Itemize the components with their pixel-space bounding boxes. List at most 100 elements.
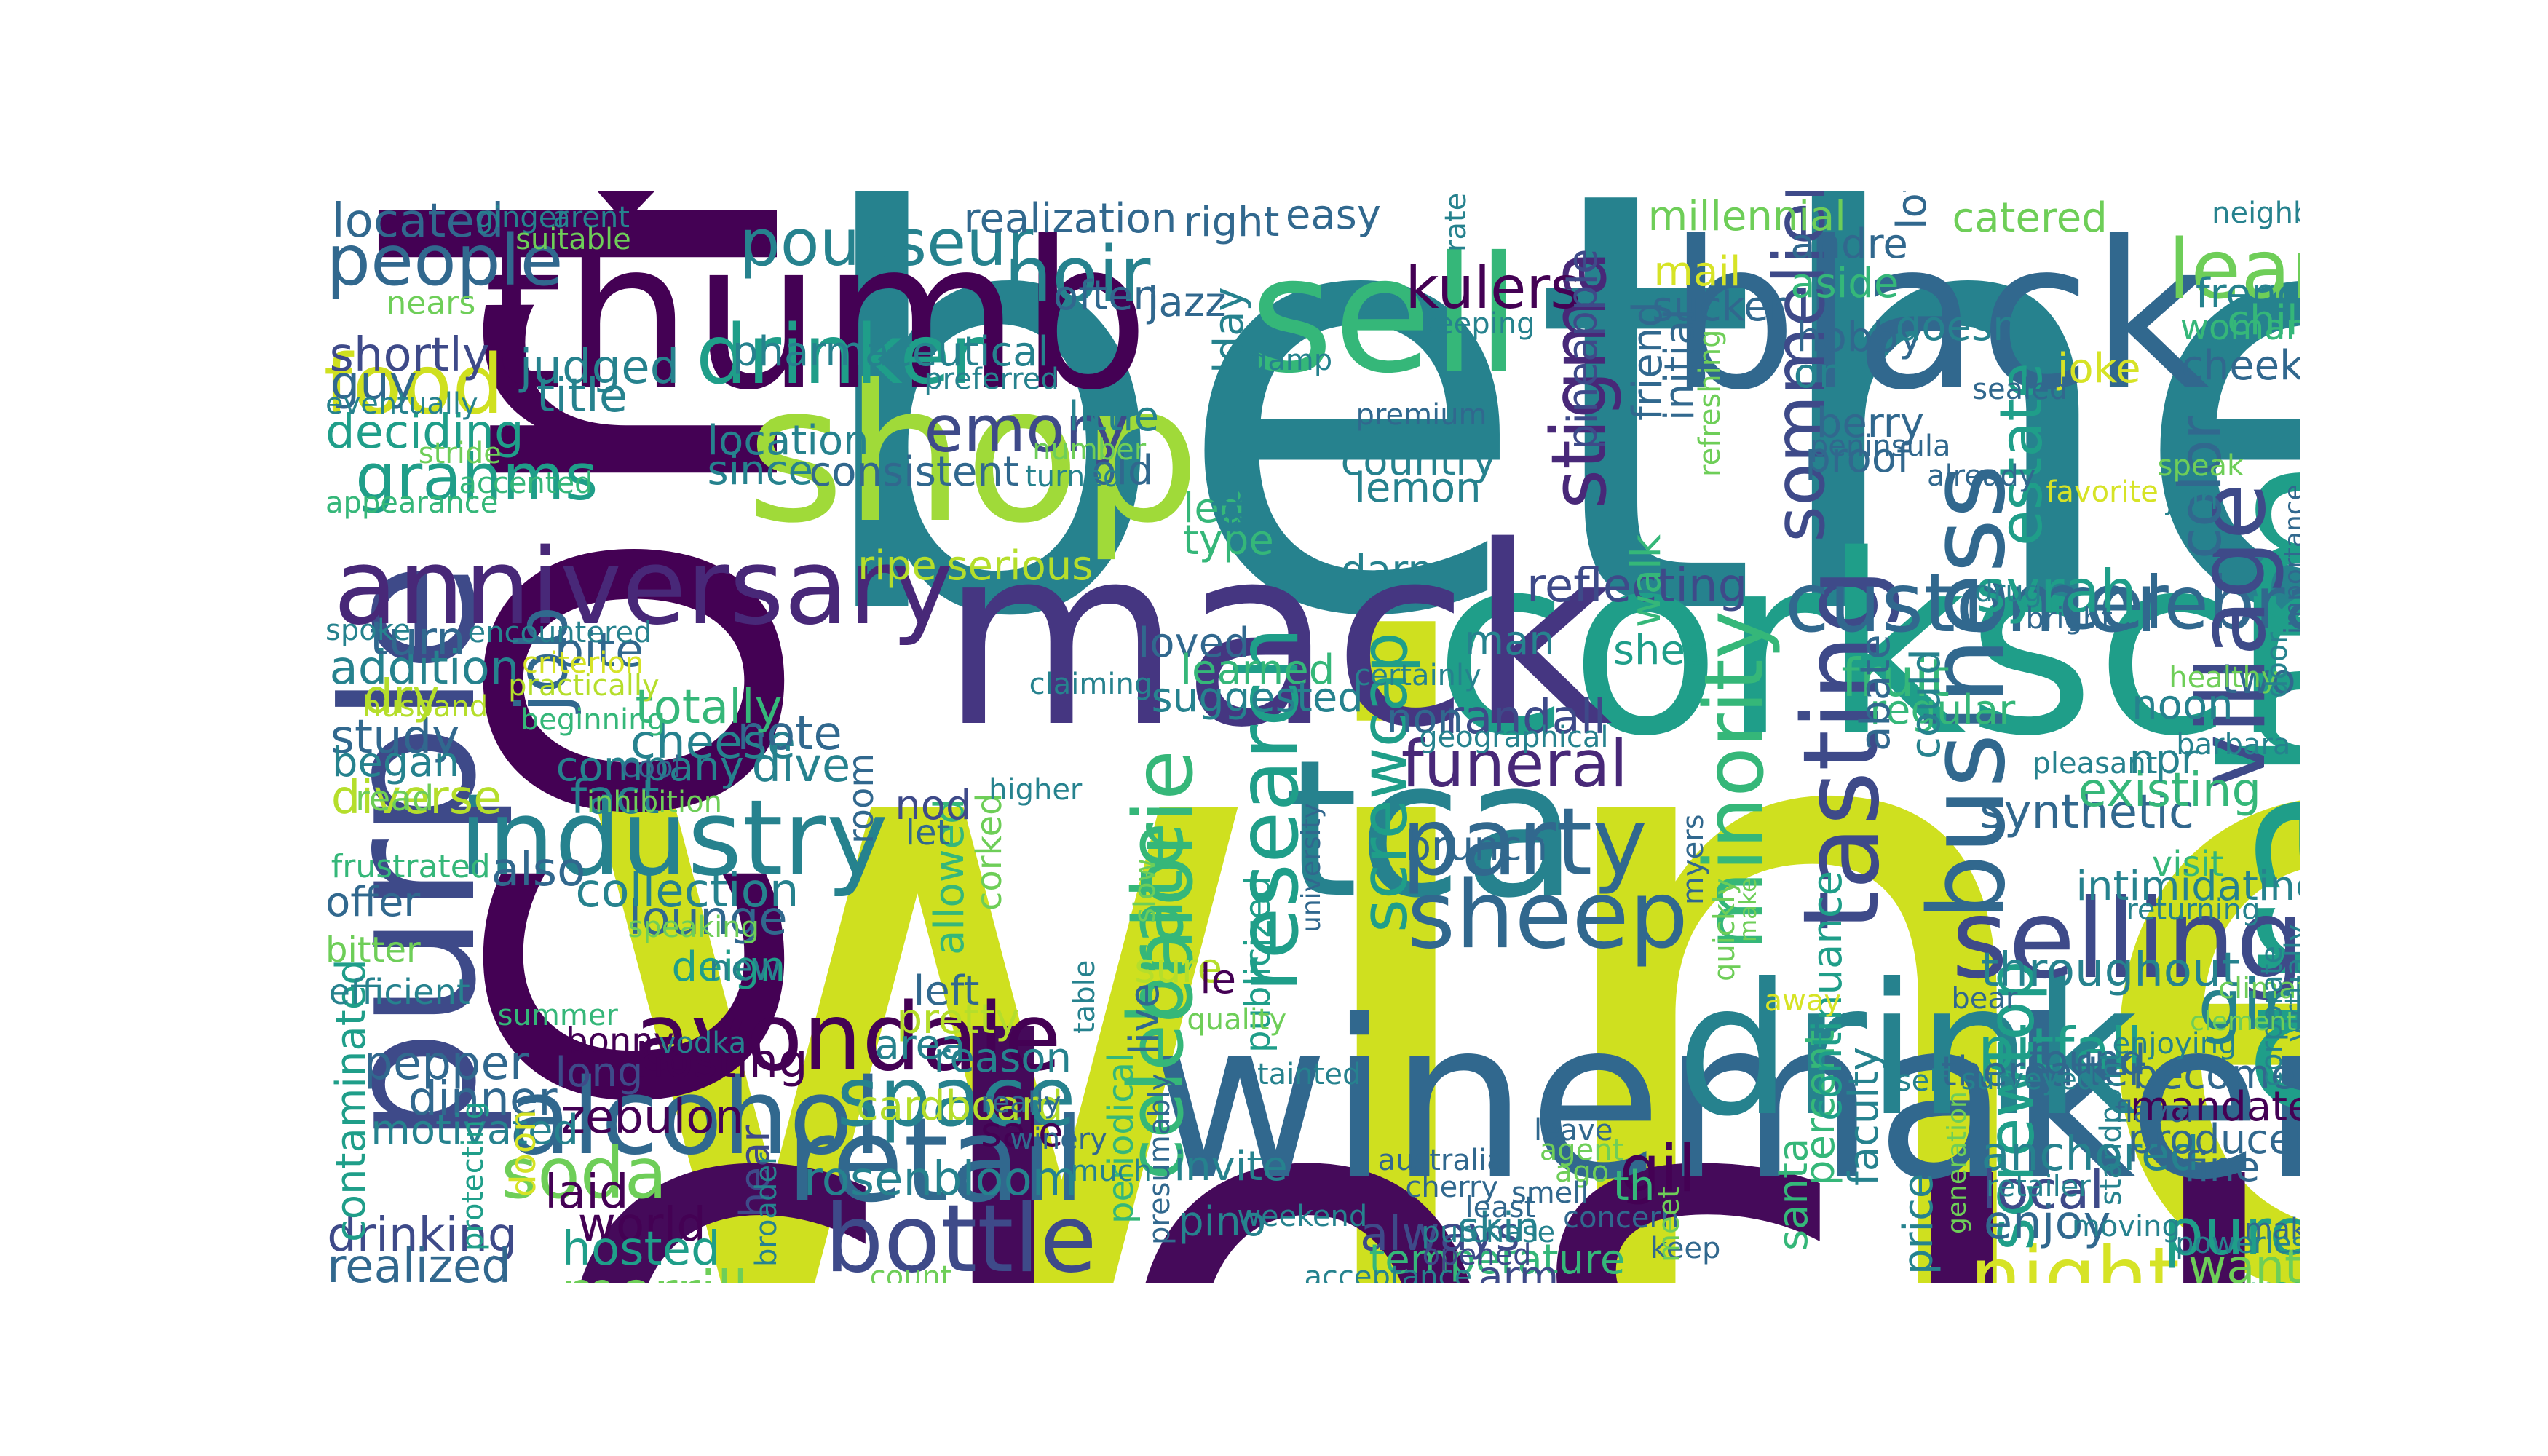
word-shes: shes: [1613, 627, 1707, 675]
word-thumb: thumb: [483, 198, 1150, 436]
word-anniversary: anniversary: [333, 526, 954, 649]
word-lemon: lemon: [1354, 464, 1481, 513]
word-people: people: [326, 219, 563, 301]
word-self: self: [1896, 1064, 1948, 1099]
word-price: price: [1895, 1173, 1943, 1275]
word-kulers: kulers: [1405, 254, 1580, 323]
word-new: new: [708, 948, 781, 989]
word-wine: wine: [560, 474, 2300, 1283]
word-make: make: [1733, 878, 1762, 943]
word-girl: girl: [2198, 965, 2300, 1047]
word-merrill: merrill: [561, 1264, 748, 1283]
word-ago: ago: [1554, 1155, 1610, 1189]
word-pineapple: pineapple: [1559, 248, 1607, 450]
word-concern: concern: [1563, 1201, 1679, 1235]
word-could: could: [1902, 649, 1950, 760]
word-number: number: [1032, 432, 1147, 467]
word-intimidating: intimidating: [2076, 862, 2300, 910]
word-long: long: [555, 1049, 644, 1097]
word-drink: drink: [1676, 943, 2138, 1156]
word-healthy: healthy: [2169, 660, 2279, 695]
word-space: space: [836, 1051, 1076, 1145]
word-inhibition: inhibition: [586, 786, 722, 819]
word-regular: regular: [1870, 686, 2016, 734]
word-easy: easy: [1285, 191, 1381, 239]
word-retail: retail: [786, 1092, 1085, 1229]
word-purchasing: purchasing: [2163, 1194, 2300, 1270]
word-pepper: pepper: [363, 1036, 529, 1091]
word-protecting: protecting: [456, 1101, 491, 1251]
word-purchase: purchase: [1421, 1216, 1556, 1250]
word-moving: moving: [2071, 1210, 2180, 1244]
word-wanting: wanting: [2188, 1240, 2300, 1283]
word-country: country: [1340, 438, 1497, 486]
word-throughout: throughout: [1980, 943, 2240, 997]
word-criterion: criterion: [522, 646, 644, 680]
word-live: live: [1120, 982, 1168, 1055]
word-importance: importance: [2279, 484, 2300, 634]
word-drinking: drinking: [327, 1208, 518, 1263]
word-joke: joke: [2057, 344, 2141, 392]
word-learn: learn: [2168, 223, 2300, 318]
word-little: little: [1068, 393, 1160, 441]
word-synthetic: synthetic: [1979, 786, 2195, 840]
word-join: join: [2165, 483, 2218, 517]
word-shop: shop: [745, 345, 1201, 566]
word-accented: accented: [459, 467, 593, 501]
word-doesnt: doesnt: [1895, 302, 2035, 350]
word-keeping: keeping: [1420, 307, 1535, 341]
word-zebulon: zebulon: [561, 1091, 744, 1145]
word-suggested: suggested: [1151, 673, 1364, 721]
word-summer: summer: [497, 999, 618, 1033]
word-left: left: [913, 968, 980, 1016]
word-reflecting: reflecting: [1527, 559, 1748, 614]
word-really: really: [981, 1086, 1061, 1120]
word-offer: offer: [325, 879, 421, 926]
word-le: le: [1200, 955, 1237, 1003]
word-agent: agent: [1539, 1133, 1624, 1167]
word-pretty: pretty: [896, 996, 1020, 1044]
word-two: two: [2221, 656, 2296, 704]
word-damp: damp: [1249, 344, 1333, 378]
word-generation: generation: [1942, 1091, 1973, 1235]
word-also: also: [491, 843, 586, 898]
word-anchored: anchored: [1981, 1128, 2200, 1182]
word-frustrated: frustrated: [331, 847, 491, 885]
word-guy: guy: [330, 357, 417, 411]
word-invite: invite: [1174, 1143, 1288, 1191]
word-speaking: speaking: [628, 911, 759, 945]
word-type: type: [1182, 517, 1274, 565]
word-sure: sure: [1134, 945, 1223, 993]
word-tainted: tainted: [1257, 1058, 1361, 1092]
word-closure: closure: [531, 967, 2300, 1283]
word-surveyed: surveyed: [1961, 1063, 2096, 1097]
word-man: man: [1464, 617, 1555, 665]
word-already: already: [1927, 459, 2036, 494]
word-noir: noir: [1004, 230, 1151, 320]
word-consistent: consistent: [809, 448, 1019, 496]
word-barbara: barbara: [2176, 728, 2291, 762]
word-let: let: [905, 812, 951, 853]
word-deciding: deciding: [325, 405, 524, 459]
word-bonny: bonny: [566, 1021, 675, 1062]
word-began: began: [331, 738, 460, 786]
word-enjoying: enjoying: [2112, 1027, 2237, 1061]
word-read: read: [355, 778, 435, 820]
word-arm: arm: [1478, 1253, 1559, 1283]
word-sheep: sheep: [1406, 861, 1689, 970]
word-meet: meet: [1652, 1187, 1686, 1263]
word-motivated: motivated: [371, 1107, 579, 1155]
word-black: black: [1668, 198, 2209, 436]
word-millennial: millennial: [1647, 192, 1846, 240]
word-turn: turn: [370, 612, 466, 667]
word-husband: husband: [363, 689, 488, 724]
word-cheese: cheese: [630, 715, 796, 769]
word-cardboard: cardboard: [855, 1083, 1064, 1130]
word-title: title: [537, 369, 628, 423]
word-bethea: bethea: [802, 191, 2300, 745]
word-least: least: [1465, 1190, 1536, 1224]
word-corked: corked: [968, 793, 1010, 911]
word-ginger: ginger: [475, 200, 569, 234]
word-maker: maker: [2244, 1212, 2300, 1246]
